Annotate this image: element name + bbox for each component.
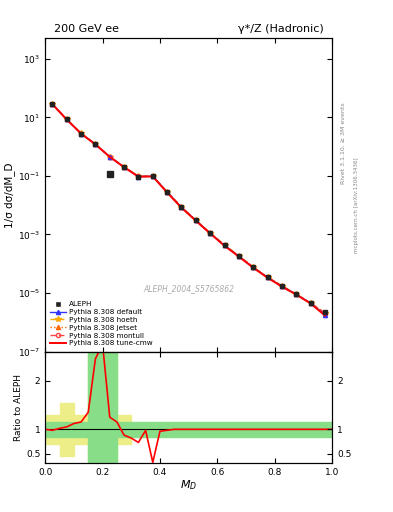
Y-axis label: Ratio to ALEPH: Ratio to ALEPH — [14, 374, 23, 441]
Text: Rivet 3.1.10, ≥ 3M events: Rivet 3.1.10, ≥ 3M events — [341, 102, 346, 184]
Text: mcplots.cern.ch [arXiv:1306.3436]: mcplots.cern.ch [arXiv:1306.3436] — [354, 157, 359, 252]
Text: γ*/Z (Hadronic): γ*/Z (Hadronic) — [238, 24, 323, 34]
Text: ALEPH_2004_S5765862: ALEPH_2004_S5765862 — [143, 284, 234, 293]
Text: 200 GeV ee: 200 GeV ee — [54, 24, 119, 34]
Y-axis label: 1/σ dσ/dM_D: 1/σ dσ/dM_D — [4, 162, 15, 228]
Legend: ALEPH, Pythia 8.308 default, Pythia 8.308 hoeth, Pythia 8.308 jetset, Pythia 8.3: ALEPH, Pythia 8.308 default, Pythia 8.30… — [49, 300, 154, 348]
X-axis label: $M_D$: $M_D$ — [180, 479, 197, 493]
